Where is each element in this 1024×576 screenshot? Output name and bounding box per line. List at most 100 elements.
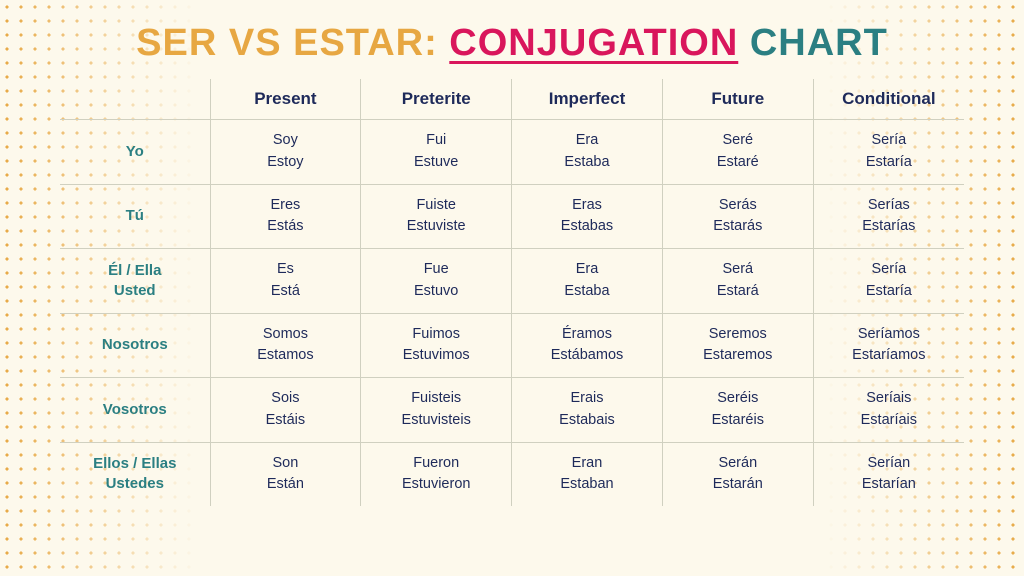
estar-form: Estuviste — [365, 216, 507, 238]
ser-form: Seréis — [667, 388, 809, 410]
estar-form: Estáis — [215, 410, 357, 432]
cell: SeremosEstaremos — [662, 313, 813, 378]
table-row: TúEresEstásFuisteEstuvisteErasEstabasSer… — [60, 184, 964, 249]
title-segment-1: SER VS ESTAR: — [136, 22, 449, 64]
ser-form: Sois — [215, 388, 357, 410]
cell: EraEstaba — [512, 120, 663, 185]
cell: FuiEstuve — [361, 120, 512, 185]
ser-form: Eran — [516, 453, 658, 475]
page-container: SER VS ESTAR: CONJUGATION CHART Present … — [0, 0, 1024, 526]
conjugation-table: Present Preterite Imperfect Future Condi… — [60, 79, 964, 506]
ser-form: Serán — [667, 453, 809, 475]
cell: ErasEstabas — [512, 184, 663, 249]
cell: SeráEstará — [662, 249, 813, 314]
cell: FuisteEstuviste — [361, 184, 512, 249]
cell: SeríasEstarías — [813, 184, 964, 249]
cell: SoisEstáis — [210, 378, 361, 443]
ser-form: Seremos — [667, 324, 809, 346]
estar-form: Estaré — [667, 152, 809, 174]
estar-form: Estaría — [818, 152, 960, 174]
row-header: Ellos / EllasUstedes — [60, 442, 210, 506]
title-segment-3: CHART — [738, 22, 888, 64]
ser-form: Era — [516, 259, 658, 281]
ser-form: Fueron — [365, 453, 507, 475]
cell: EranEstaban — [512, 442, 663, 506]
estar-form: Estuve — [365, 152, 507, 174]
header-blank — [60, 79, 210, 120]
cell: SeréisEstaréis — [662, 378, 813, 443]
estar-form: Estaba — [516, 281, 658, 303]
cell: SonEstán — [210, 442, 361, 506]
ser-form: Seríais — [818, 388, 960, 410]
cell: SeríaEstaría — [813, 120, 964, 185]
ser-form: Son — [215, 453, 357, 475]
ser-form: Seré — [667, 130, 809, 152]
estar-form: Estaréis — [667, 410, 809, 432]
col-header: Conditional — [813, 79, 964, 120]
estar-form: Estuvimos — [365, 345, 507, 367]
estar-form: Estaríamos — [818, 345, 960, 367]
col-header: Present — [210, 79, 361, 120]
ser-form: Eras — [516, 195, 658, 217]
estar-form: Estabais — [516, 410, 658, 432]
ser-form: Fue — [365, 259, 507, 281]
table-row: Él / EllaUstedEsEstáFueEstuvoEraEstabaSe… — [60, 249, 964, 314]
estar-form: Están — [215, 474, 357, 496]
cell: FuisteisEstuvisteis — [361, 378, 512, 443]
ser-form: Sería — [818, 130, 960, 152]
estar-form: Estarías — [818, 216, 960, 238]
ser-form: Serías — [818, 195, 960, 217]
table-row: YoSoyEstoyFuiEstuveEraEstabaSeréEstaréSe… — [60, 120, 964, 185]
row-header: Vosotros — [60, 378, 210, 443]
ser-form: Fuisteis — [365, 388, 507, 410]
col-header: Preterite — [361, 79, 512, 120]
estar-form: Estaban — [516, 474, 658, 496]
estar-form: Estará — [667, 281, 809, 303]
cell: SeríaisEstaríais — [813, 378, 964, 443]
page-title: SER VS ESTAR: CONJUGATION CHART — [60, 22, 964, 65]
cell: SoyEstoy — [210, 120, 361, 185]
cell: SerásEstarás — [662, 184, 813, 249]
cell: SeríamosEstaríamos — [813, 313, 964, 378]
estar-form: Estaremos — [667, 345, 809, 367]
cell: FueEstuvo — [361, 249, 512, 314]
table-body: YoSoyEstoyFuiEstuveEraEstabaSeréEstaréSe… — [60, 120, 964, 507]
estar-form: Estaba — [516, 152, 658, 174]
ser-form: Soy — [215, 130, 357, 152]
ser-form: Es — [215, 259, 357, 281]
cell: SeríanEstarían — [813, 442, 964, 506]
estar-form: Estoy — [215, 152, 357, 174]
ser-form: Serían — [818, 453, 960, 475]
table-row: VosotrosSoisEstáisFuisteisEstuvisteisEra… — [60, 378, 964, 443]
estar-form: Está — [215, 281, 357, 303]
ser-form: Serás — [667, 195, 809, 217]
estar-form: Estuvieron — [365, 474, 507, 496]
ser-form: Será — [667, 259, 809, 281]
estar-form: Estaría — [818, 281, 960, 303]
ser-form: Éramos — [516, 324, 658, 346]
cell: SomosEstamos — [210, 313, 361, 378]
estar-form: Estabas — [516, 216, 658, 238]
ser-form: Sería — [818, 259, 960, 281]
cell: FueronEstuvieron — [361, 442, 512, 506]
estar-form: Estuvisteis — [365, 410, 507, 432]
row-header: Tú — [60, 184, 210, 249]
ser-form: Somos — [215, 324, 357, 346]
estar-form: Estarían — [818, 474, 960, 496]
col-header: Future — [662, 79, 813, 120]
cell: ÉramosEstábamos — [512, 313, 663, 378]
estar-form: Estás — [215, 216, 357, 238]
table-header-row: Present Preterite Imperfect Future Condi… — [60, 79, 964, 120]
estar-form: Estamos — [215, 345, 357, 367]
col-header: Imperfect — [512, 79, 663, 120]
estar-form: Estarán — [667, 474, 809, 496]
ser-form: Erais — [516, 388, 658, 410]
row-header: Yo — [60, 120, 210, 185]
ser-form: Era — [516, 130, 658, 152]
cell: SeréEstaré — [662, 120, 813, 185]
ser-form: Fuimos — [365, 324, 507, 346]
ser-form: Eres — [215, 195, 357, 217]
row-header: Él / EllaUsted — [60, 249, 210, 314]
title-segment-2: CONJUGATION — [449, 22, 738, 64]
ser-form: Fui — [365, 130, 507, 152]
